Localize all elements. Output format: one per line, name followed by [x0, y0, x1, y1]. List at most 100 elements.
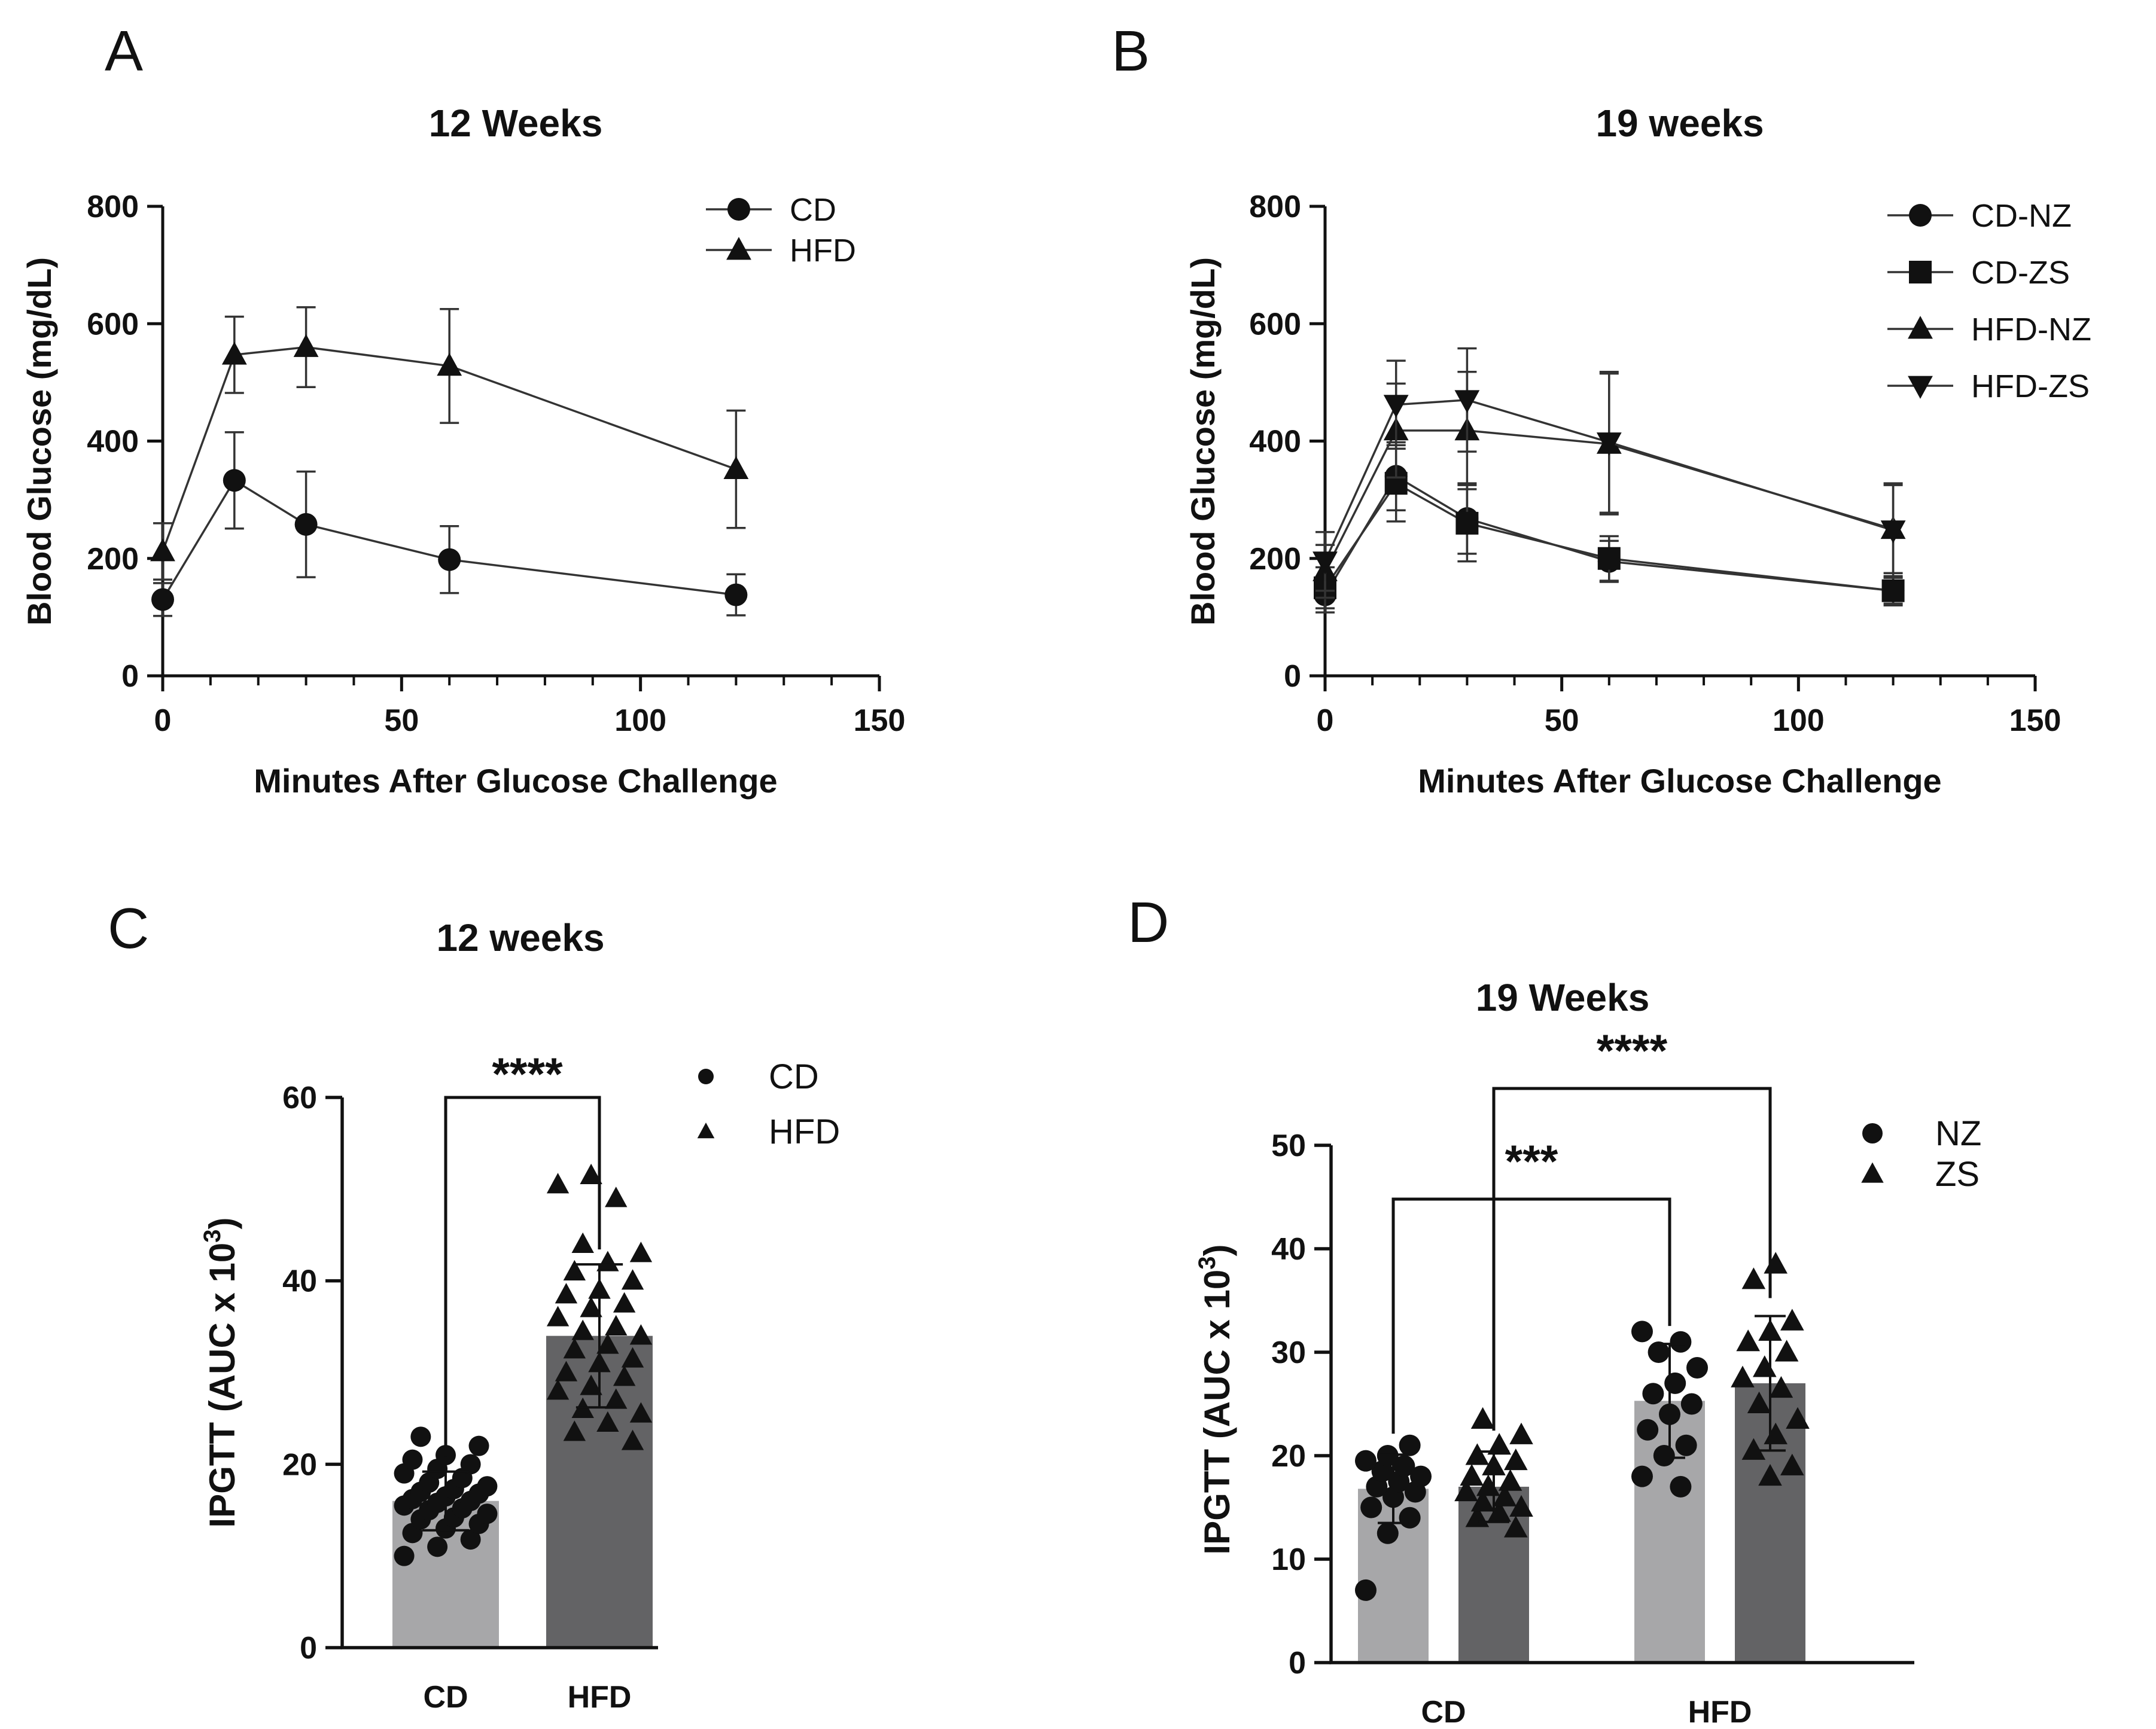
y-tick-label: 600 [1249, 307, 1301, 341]
data-point [437, 353, 462, 376]
data-point [1752, 1355, 1777, 1377]
y-axis-label: IPGTT (AUC x 103) [199, 1218, 242, 1528]
data-point [151, 588, 174, 611]
data-point [468, 1435, 489, 1456]
data-point [1731, 1365, 1755, 1388]
data-point [580, 1163, 602, 1184]
data-point [294, 513, 318, 536]
data-point [1354, 1450, 1377, 1472]
significance-label: **** [1597, 1026, 1668, 1077]
bar-group-cd [392, 1426, 499, 1648]
y-tick-label: 600 [87, 307, 139, 341]
legend-label: CD [769, 1057, 819, 1096]
data-point [438, 548, 461, 571]
bar-group-hfd-nz [1631, 1321, 1709, 1663]
data-point [293, 334, 319, 357]
data-point [1780, 1453, 1804, 1475]
x-tick-label: 150 [854, 703, 906, 738]
data-point [555, 1283, 578, 1304]
data-point [1493, 1484, 1517, 1507]
y-tick-label: 0 [300, 1631, 317, 1666]
legend-marker [1861, 1162, 1884, 1183]
data-point [1597, 547, 1621, 570]
data-point [1670, 1331, 1692, 1353]
error-bar [422, 1470, 470, 1532]
data-point [571, 1319, 594, 1340]
data-point [546, 1379, 570, 1400]
data-point [1631, 1465, 1653, 1487]
data-point [1509, 1422, 1533, 1444]
error-bar [1378, 1453, 1409, 1524]
data-point [223, 469, 246, 492]
data-point [394, 1545, 415, 1566]
data-point [1637, 1419, 1659, 1441]
data-point [546, 1306, 570, 1327]
data-point [580, 1297, 602, 1318]
legend-marker [698, 1069, 714, 1084]
significance-bracket [444, 1096, 601, 1457]
data-point [1487, 1433, 1512, 1455]
data-point [1596, 432, 1622, 456]
data-point [402, 1449, 423, 1470]
x-tick-label: 0 [1317, 703, 1334, 738]
legend-marker [726, 237, 751, 260]
panel-b: B 19 weeks 0 200 400 600 800 0 50 100 150 Minutes A… [1112, 19, 2091, 800]
y-tick-label: 50 [1271, 1129, 1306, 1163]
y-tick-label: 0 [121, 659, 139, 694]
data-point [621, 1429, 644, 1450]
data-point [563, 1338, 586, 1359]
data-point [555, 1361, 578, 1382]
legend-label: HFD-ZS [1971, 368, 2090, 404]
x-tick-label: 150 [2009, 703, 2061, 738]
data-point [1642, 1383, 1664, 1405]
x-tick-label: CD [423, 1680, 468, 1715]
error-bar [1478, 1450, 1509, 1523]
y-tick-label: 400 [87, 425, 139, 459]
panel-c: C 12 weeks 0 20 40 60 CD HFD IPGTT (AUC x 103) **… [108, 896, 840, 1715]
y-axis-label-superscript: 3 [199, 1229, 226, 1242]
significance-bracket [1492, 1087, 1772, 1431]
data-point [1881, 579, 1905, 602]
data-point [1410, 1465, 1432, 1487]
data-point [1736, 1329, 1760, 1352]
data-point [1498, 1469, 1522, 1491]
y-tick-label: 200 [87, 542, 139, 577]
y-tick-label: 60 [282, 1081, 317, 1115]
legend-label: ZS [1935, 1155, 1980, 1194]
data-point [1680, 1393, 1703, 1415]
y-axis-label-superscript: 3 [1194, 1256, 1220, 1269]
legend-marker [1909, 261, 1932, 283]
error-bar [1654, 1343, 1685, 1459]
data-point [460, 1529, 481, 1550]
legend-label: CD-ZS [1971, 255, 2070, 291]
x-tick-label: HFD [1688, 1695, 1752, 1729]
data-point [1653, 1445, 1675, 1466]
data-point [1399, 1507, 1421, 1529]
legend-marker [1908, 316, 1933, 339]
data-point [221, 341, 247, 365]
data-point [1377, 1522, 1399, 1544]
x-tick-label: HFD [568, 1680, 632, 1715]
data-point [1504, 1515, 1528, 1538]
legend: CD HFD [697, 1057, 840, 1151]
x-tick-label: 50 [384, 703, 419, 738]
y-tick-label: 10 [1271, 1542, 1306, 1577]
data-point [1648, 1341, 1670, 1363]
legend-marker [727, 198, 750, 221]
chart-title: 12 Weeks [429, 102, 603, 145]
data-point [1399, 1434, 1421, 1456]
chart-title: 19 Weeks [1476, 976, 1650, 1019]
legend-label: HFD-NZ [1971, 312, 2091, 347]
y-tick-label: 40 [282, 1264, 317, 1299]
data-point [723, 456, 749, 479]
data-point [1393, 1455, 1415, 1477]
data-point [629, 1402, 653, 1423]
x-tick-label: CD [1421, 1695, 1466, 1729]
y-tick-label: 0 [1284, 659, 1301, 694]
data-point [621, 1269, 644, 1290]
data-point [1764, 1252, 1788, 1274]
chart-title: 12 weeks [436, 916, 604, 959]
legend-label: CD-NZ [1971, 198, 2072, 234]
data-point [1460, 1463, 1484, 1486]
